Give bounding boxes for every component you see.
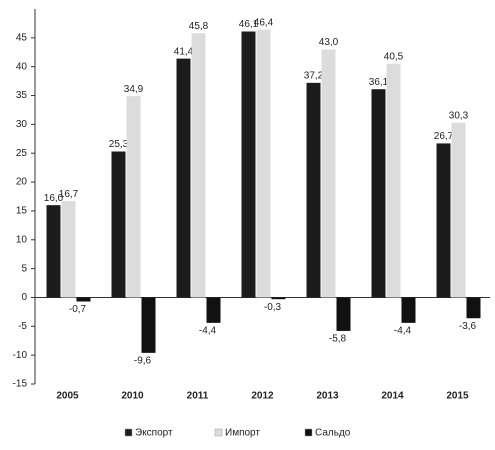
bar (191, 33, 206, 298)
value-label: -5,8 (329, 334, 347, 345)
bar (336, 297, 351, 331)
legend-swatch (124, 428, 133, 437)
value-label: 25,3 (109, 139, 129, 150)
bar (321, 49, 336, 298)
y-tick-label: 30 (16, 119, 28, 130)
legend-swatch (304, 428, 313, 437)
x-tick-label: 2005 (56, 391, 79, 402)
bar (76, 297, 91, 302)
x-tick-label: 2011 (187, 391, 209, 402)
bar (271, 297, 286, 300)
value-label: -3,6 (459, 321, 477, 332)
value-label: 40,5 (384, 51, 404, 62)
y-tick-label: -5 (18, 321, 27, 332)
bar (141, 297, 156, 353)
x-tick-label: 2015 (446, 391, 469, 402)
legend-label: Сальдо (315, 428, 351, 439)
value-label: 26,7 (434, 131, 454, 142)
bar (401, 297, 416, 323)
legend-label: Импорт (225, 428, 260, 439)
bar (61, 201, 76, 298)
y-tick-label: 35 (16, 90, 28, 101)
y-tick-label: 25 (16, 148, 28, 159)
value-label: 43,0 (319, 37, 339, 48)
bar (241, 31, 256, 298)
bar (176, 58, 191, 298)
bar (371, 89, 386, 298)
legend-swatch (214, 428, 223, 437)
x-tick-label: 2014 (381, 391, 404, 402)
value-label: -4,4 (394, 325, 412, 336)
bar (451, 122, 466, 298)
bar (386, 63, 401, 298)
y-tick-label: 45 (16, 32, 28, 43)
x-tick-label: 2013 (316, 391, 339, 402)
value-label: 46,1 (239, 19, 259, 30)
y-tick-label: 20 (16, 177, 28, 188)
y-tick-label: -10 (13, 350, 28, 361)
value-label: -0,3 (264, 302, 282, 313)
value-label: 16,7 (59, 189, 79, 200)
bar (111, 151, 126, 298)
bar (466, 297, 481, 319)
x-tick-label: 2012 (251, 391, 274, 402)
y-tick-label: 5 (21, 263, 27, 274)
y-tick-label: 15 (16, 206, 28, 217)
value-label: -4,4 (199, 325, 217, 336)
value-label: 41,4 (174, 46, 194, 57)
value-label: 45,8 (189, 21, 209, 32)
bar (126, 96, 141, 298)
value-label: 36,1 (369, 77, 389, 88)
y-tick-label: 10 (16, 234, 28, 245)
legend-label: Экспорт (135, 428, 173, 439)
y-tick-label: 40 (16, 61, 28, 72)
bar (436, 143, 451, 298)
x-tick-label: 2010 (121, 391, 144, 402)
value-label: 30,3 (449, 110, 469, 121)
value-label: 46,4 (254, 17, 274, 28)
value-label: 37,2 (304, 70, 324, 81)
value-label: -9,6 (134, 355, 152, 366)
bar (206, 297, 221, 323)
y-tick-label: 0 (21, 292, 27, 303)
bar (306, 82, 321, 298)
bar (46, 205, 61, 298)
bar (256, 29, 271, 298)
value-label: -0,7 (69, 304, 87, 315)
value-label: 34,9 (124, 84, 144, 95)
y-tick-label: -15 (13, 379, 28, 390)
value-label: 16,0 (44, 193, 64, 204)
